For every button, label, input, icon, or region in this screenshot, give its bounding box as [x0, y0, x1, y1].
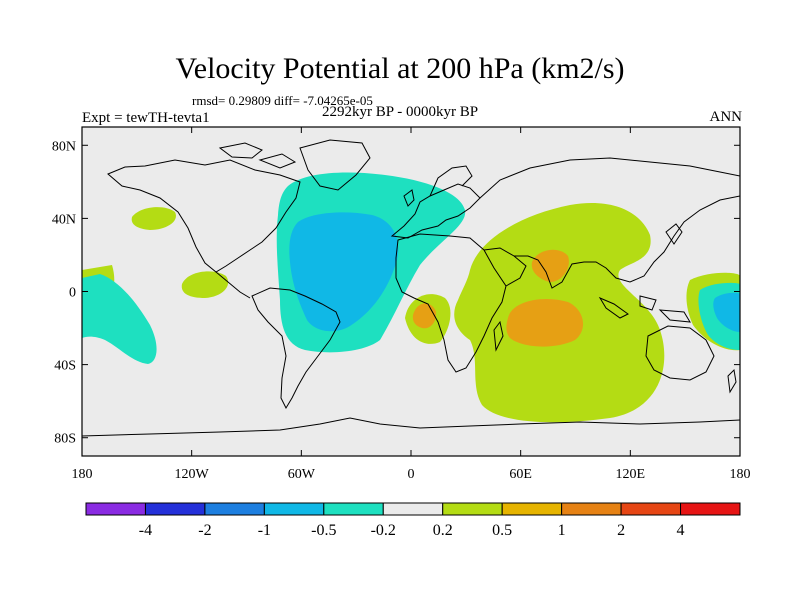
experiment-label: Expt = tewTH-tevta1 — [82, 110, 210, 126]
coastline-asia — [479, 157, 740, 289]
lat-label: 80N — [52, 139, 76, 154]
colorbar-swatch — [680, 502, 741, 516]
coastline-arctic-islands — [218, 142, 297, 169]
strong-positive-central-indian-ocean — [506, 298, 584, 347]
coastline-scandinavia — [429, 165, 473, 197]
colorbar-label: 2 — [617, 522, 625, 539]
chart-title: Velocity Potential at 200 hPa (km2/s) — [175, 52, 625, 85]
coastline-central-america — [215, 271, 251, 299]
coastlines — [82, 139, 740, 437]
colorbar-label: -4 — [139, 522, 152, 539]
coastline-south-america — [251, 287, 341, 410]
lon-label: 180 — [72, 467, 93, 482]
coastline-north-america — [107, 159, 301, 273]
strong-negative-west-pacific-core — [713, 292, 740, 332]
colorbar-swatch — [561, 502, 622, 516]
plot-background — [82, 127, 740, 456]
colorbar-swatch — [144, 502, 206, 516]
colorbar-swatch — [501, 502, 563, 516]
colorbar-label: -2 — [198, 522, 211, 539]
lon-label: 60W — [288, 467, 316, 482]
coastline-british-isles — [403, 189, 415, 207]
lon-label: 180 — [730, 467, 751, 482]
lon-label: 120E — [616, 467, 646, 482]
colorbar-label: 4 — [677, 522, 685, 539]
colorbar-label: -1 — [258, 522, 271, 539]
lon-label: 0 — [408, 467, 415, 482]
lon-label: 60E — [509, 467, 532, 482]
coastline-japan — [665, 223, 683, 245]
coastline-europe — [390, 183, 481, 239]
colorbar-label: 1 — [558, 522, 566, 539]
colorbar-label: -0.5 — [311, 522, 336, 539]
coastline-greenland — [299, 139, 371, 191]
coastline-antarctica — [82, 417, 740, 437]
colorbar-swatch — [323, 502, 384, 516]
coastline-australia — [645, 325, 715, 381]
colorbar-swatch — [442, 502, 503, 516]
stats-line: rmsd= 0.29809 diff= -7.04265e-05 — [192, 93, 373, 108]
strong-positive-gulf-of-guinea — [412, 303, 437, 329]
colorbar-label: 0.2 — [433, 522, 453, 539]
colorbar-swatch — [263, 502, 325, 516]
strong-positive-india — [531, 249, 569, 282]
positive-region-north-pacific — [131, 207, 176, 230]
season-label: ANN — [709, 109, 743, 125]
positive-region-central-pacific — [181, 271, 229, 298]
longitude-axis: 180 120W 60W 0 60E 120E 180 — [72, 127, 751, 482]
lat-label: 40N — [52, 212, 76, 227]
latitude-axis: 80N 40N 0 40S 80S — [52, 139, 740, 447]
coastline-arabia — [483, 247, 527, 287]
colorbar-swatch — [204, 502, 265, 516]
negative-region-east-pacific-left — [82, 274, 157, 364]
colorbar-label: -0.2 — [371, 522, 396, 539]
colorbar-swatch — [620, 502, 682, 516]
colorbar-swatch — [85, 502, 146, 516]
colorbar: -4 -2 -1 -0.5 -0.2 0.2 0.5 1 2 4 — [85, 502, 741, 539]
lat-label: 40S — [54, 359, 76, 374]
lon-label: 120W — [175, 467, 210, 482]
coastline-new-zealand — [727, 368, 737, 394]
coastline-africa — [395, 233, 507, 373]
anomaly-fields — [82, 139, 740, 437]
coastline-maritime-continent — [598, 295, 691, 323]
period-label: 2292kyr BP - 0000kyr BP — [322, 104, 479, 120]
colorbar-label: 0.5 — [492, 522, 512, 539]
colorbar-swatch — [382, 502, 444, 516]
coastline-madagascar — [493, 320, 504, 352]
lat-label: 0 — [69, 286, 76, 301]
lat-label: 80S — [54, 432, 76, 447]
